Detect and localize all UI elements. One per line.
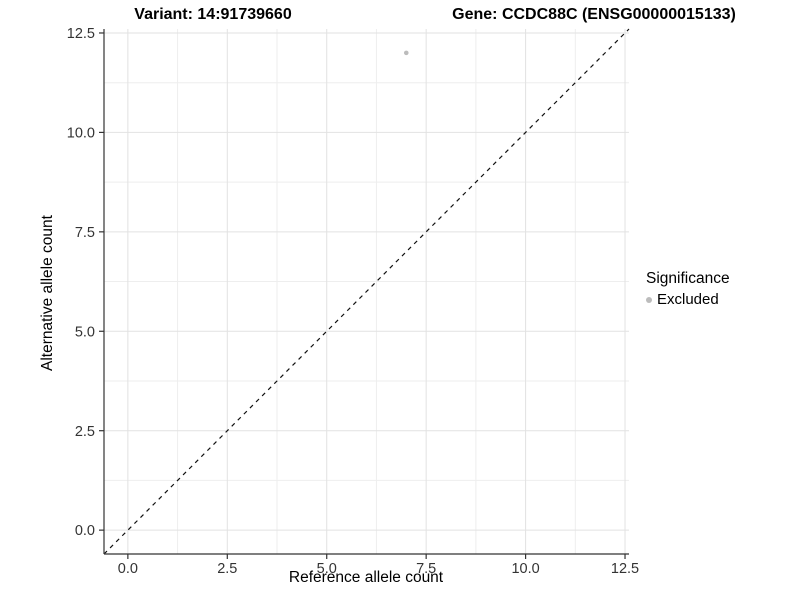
x-tick-label: 7.5: [416, 561, 436, 577]
x-tick-label: 2.5: [217, 561, 237, 577]
y-tick-label: 12.5: [67, 26, 95, 42]
y-tick-label: 2.5: [75, 424, 95, 440]
legend-point-icon: [646, 296, 652, 303]
x-tick-label: 10.0: [511, 561, 539, 577]
legend-item-excluded: Excluded: [646, 291, 730, 308]
legend-title: Significance: [646, 270, 730, 287]
x-tick-label: 0.0: [118, 561, 138, 577]
y-tick-label: 7.5: [75, 225, 95, 241]
legend-item-label: Excluded: [657, 291, 719, 308]
y-tick-label: 5.0: [75, 324, 95, 340]
data-point: [403, 50, 409, 56]
x-tick-label: 5.0: [317, 561, 337, 577]
identity-dashed-line: [103, 28, 630, 555]
plot-title-variant: Variant: 14:91739660: [134, 6, 292, 23]
plot-title-gene: Gene: CCDC88C (ENSG00000015133): [452, 6, 736, 23]
x-axis-title: Reference allele count: [288, 569, 444, 586]
y-tick-label: 10.0: [67, 125, 95, 141]
y-tick-label: 0.0: [75, 523, 95, 539]
x-tick-label: 12.5: [611, 561, 639, 577]
y-axis-title: Alternative allele count: [39, 215, 56, 371]
legend: Significance Excluded: [646, 270, 730, 308]
